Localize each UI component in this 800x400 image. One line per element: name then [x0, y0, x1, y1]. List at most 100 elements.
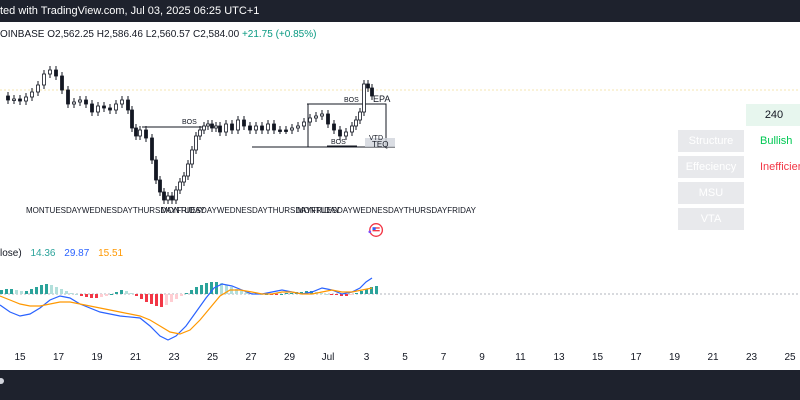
candle-body [344, 131, 348, 137]
candle-body [230, 123, 234, 131]
histogram-bar [40, 285, 43, 294]
time-tick-label: 29 [283, 352, 296, 363]
chart-title: ted with TradingView.com, Jul 03, 2025 0… [0, 5, 260, 17]
candle-body [284, 129, 288, 132]
candle-body [170, 195, 174, 201]
time-tick-label: 23 [168, 352, 180, 363]
histogram-bar [130, 293, 133, 294]
histogram-bar [175, 294, 178, 299]
histogram-bar [35, 287, 38, 294]
candle-body [144, 129, 148, 139]
histogram-bar [85, 294, 88, 297]
time-tick-label: 15 [14, 352, 26, 363]
close-value: 2,584.00 [200, 29, 240, 40]
candle-body [182, 175, 186, 183]
candle-body [66, 89, 70, 105]
histogram-bar [165, 294, 168, 305]
candle-body [150, 137, 154, 161]
candle-body [214, 125, 218, 129]
candle-body [96, 105, 100, 113]
histogram-bar [105, 294, 108, 296]
candle-body [296, 125, 300, 129]
histogram-bar [365, 289, 368, 294]
candles-group [6, 66, 374, 204]
candle-body [242, 119, 246, 127]
histogram-bar [155, 294, 158, 306]
candle-body [320, 113, 324, 117]
candle-body [186, 163, 190, 177]
candle-body [24, 96, 28, 102]
day-label-1: MONTUESDAYWEDNESDAYTHURSDAYFRIDAY [26, 206, 205, 215]
ohlc-legend: OINBASE O2,562.25 H2,586.46 L2,560.57 C2… [0, 29, 316, 40]
time-tick-label: 19 [91, 352, 103, 363]
open-value: 2,562.25 [55, 29, 94, 40]
candle-body [6, 95, 10, 101]
histogram-bar [325, 294, 328, 295]
candle-body [174, 189, 178, 201]
histogram-bar [340, 294, 343, 296]
candle-body [78, 99, 82, 103]
candle-body [36, 84, 40, 93]
histogram-bar [355, 293, 358, 294]
histogram-bar [360, 291, 363, 294]
candle-body [90, 103, 94, 113]
time-tick-label: 13 [553, 352, 565, 363]
histogram-bar [245, 292, 248, 294]
histogram-bar [285, 293, 288, 294]
price-chart[interactable] [0, 0, 800, 370]
candle-body [108, 107, 112, 111]
top-bar: ted with TradingView.com, Jul 03, 2025 0… [0, 0, 800, 22]
candle-body [350, 125, 354, 133]
candle-body [326, 113, 330, 125]
time-tick-label: 25 [206, 352, 219, 363]
candle-body [54, 69, 58, 77]
histogram-bar [135, 294, 138, 296]
histogram-bar [60, 289, 63, 294]
histogram-bar [145, 294, 148, 302]
macd-value: 29.87 [64, 248, 90, 259]
candle-body [126, 99, 130, 111]
time-tick-label: 17 [52, 352, 65, 363]
candle-body [158, 179, 162, 193]
candle-body [114, 103, 118, 111]
histogram-bar [0, 290, 3, 294]
histogram-bar [15, 290, 18, 294]
histogram-bar [90, 294, 93, 298]
time-axis[interactable]: 15 17 19 21 23 25 27 29 Jul 3 5 7 9 11 13 15 17 19 21 23 25 [0, 350, 800, 370]
low-value: 2,560.57 [151, 29, 191, 40]
histogram-bar [345, 294, 348, 296]
time-tick-label: 5 [402, 352, 408, 363]
candle-body [194, 135, 198, 151]
low-label: L [145, 29, 152, 40]
timeframe-cell: 240 [746, 104, 800, 126]
bos-label-1: BOS [182, 119, 197, 126]
histogram-bar [375, 286, 378, 294]
candle-body [210, 123, 214, 129]
candle-body [354, 119, 358, 127]
time-tick-label: 21 [707, 352, 719, 363]
candle-body [134, 127, 138, 137]
symbol-label[interactable]: OINBASE [0, 29, 45, 40]
histogram-bar [150, 294, 153, 304]
time-tick-label: 7 [440, 352, 447, 363]
time-tick-label: 25 [784, 352, 796, 363]
us-flag-icon[interactable] [368, 222, 386, 238]
histogram-bar [335, 294, 338, 295]
histogram-bar [320, 293, 323, 294]
candle-body [362, 83, 366, 113]
oscillator-name[interactable]: lose) [0, 248, 22, 259]
candle-body [162, 191, 166, 201]
histogram-bar [95, 294, 98, 298]
time-tick-label: 15 [591, 352, 604, 363]
change-value: +21.75 (+0.85%) [241, 29, 317, 40]
time-tick-label: 21 [129, 352, 142, 363]
candle-body [30, 91, 34, 98]
structure-value: Bullish [760, 135, 793, 147]
histogram-bar [280, 294, 283, 295]
open-label: O [47, 29, 56, 40]
day-label-2: MONTUESDAYWEDNESDAYTHURSDAYFRIDAY [161, 206, 340, 215]
histogram-bar [20, 291, 23, 294]
candle-body [202, 125, 206, 131]
candle-body [272, 123, 276, 131]
bottom-dot-icon [0, 378, 4, 384]
